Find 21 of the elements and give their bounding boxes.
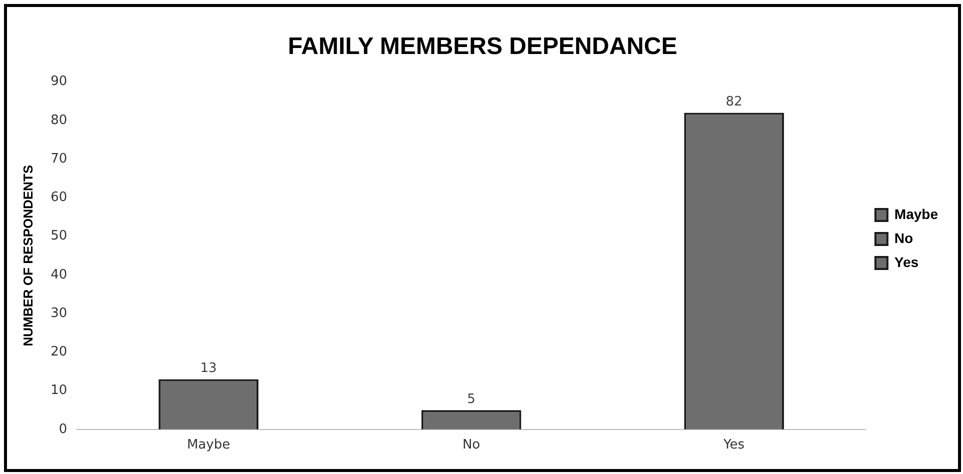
y-tick-label: 80 (50, 112, 68, 128)
y-tick-label: 70 (50, 151, 68, 166)
y-tick-label: 0 (58, 422, 68, 437)
y-tick-label: 50 (50, 228, 68, 244)
x-tick-label: Yes (722, 438, 745, 453)
y-tick-label: 10 (50, 383, 68, 398)
y-tick-label: 90 (50, 74, 68, 90)
legend-label: No (894, 230, 914, 246)
x-tick-label: Maybe (186, 438, 230, 453)
data-label: 82 (726, 94, 742, 110)
y-tick-label: 20 (50, 344, 68, 360)
legend-label: Yes (894, 254, 919, 270)
y-tick-label: 30 (50, 306, 68, 321)
chart-title: FAMILY MEMBERS DEPENDANCE (288, 33, 678, 60)
data-label: 13 (200, 361, 217, 376)
legend-label: Maybe (894, 206, 938, 222)
data-label: 5 (467, 392, 476, 407)
y-tick-label: 60 (50, 190, 68, 206)
y-axis-title: NUMBER OF RESPONDENTS (20, 164, 36, 346)
y-tick-label: 40 (50, 267, 68, 282)
x-tick-label: No (462, 438, 480, 453)
